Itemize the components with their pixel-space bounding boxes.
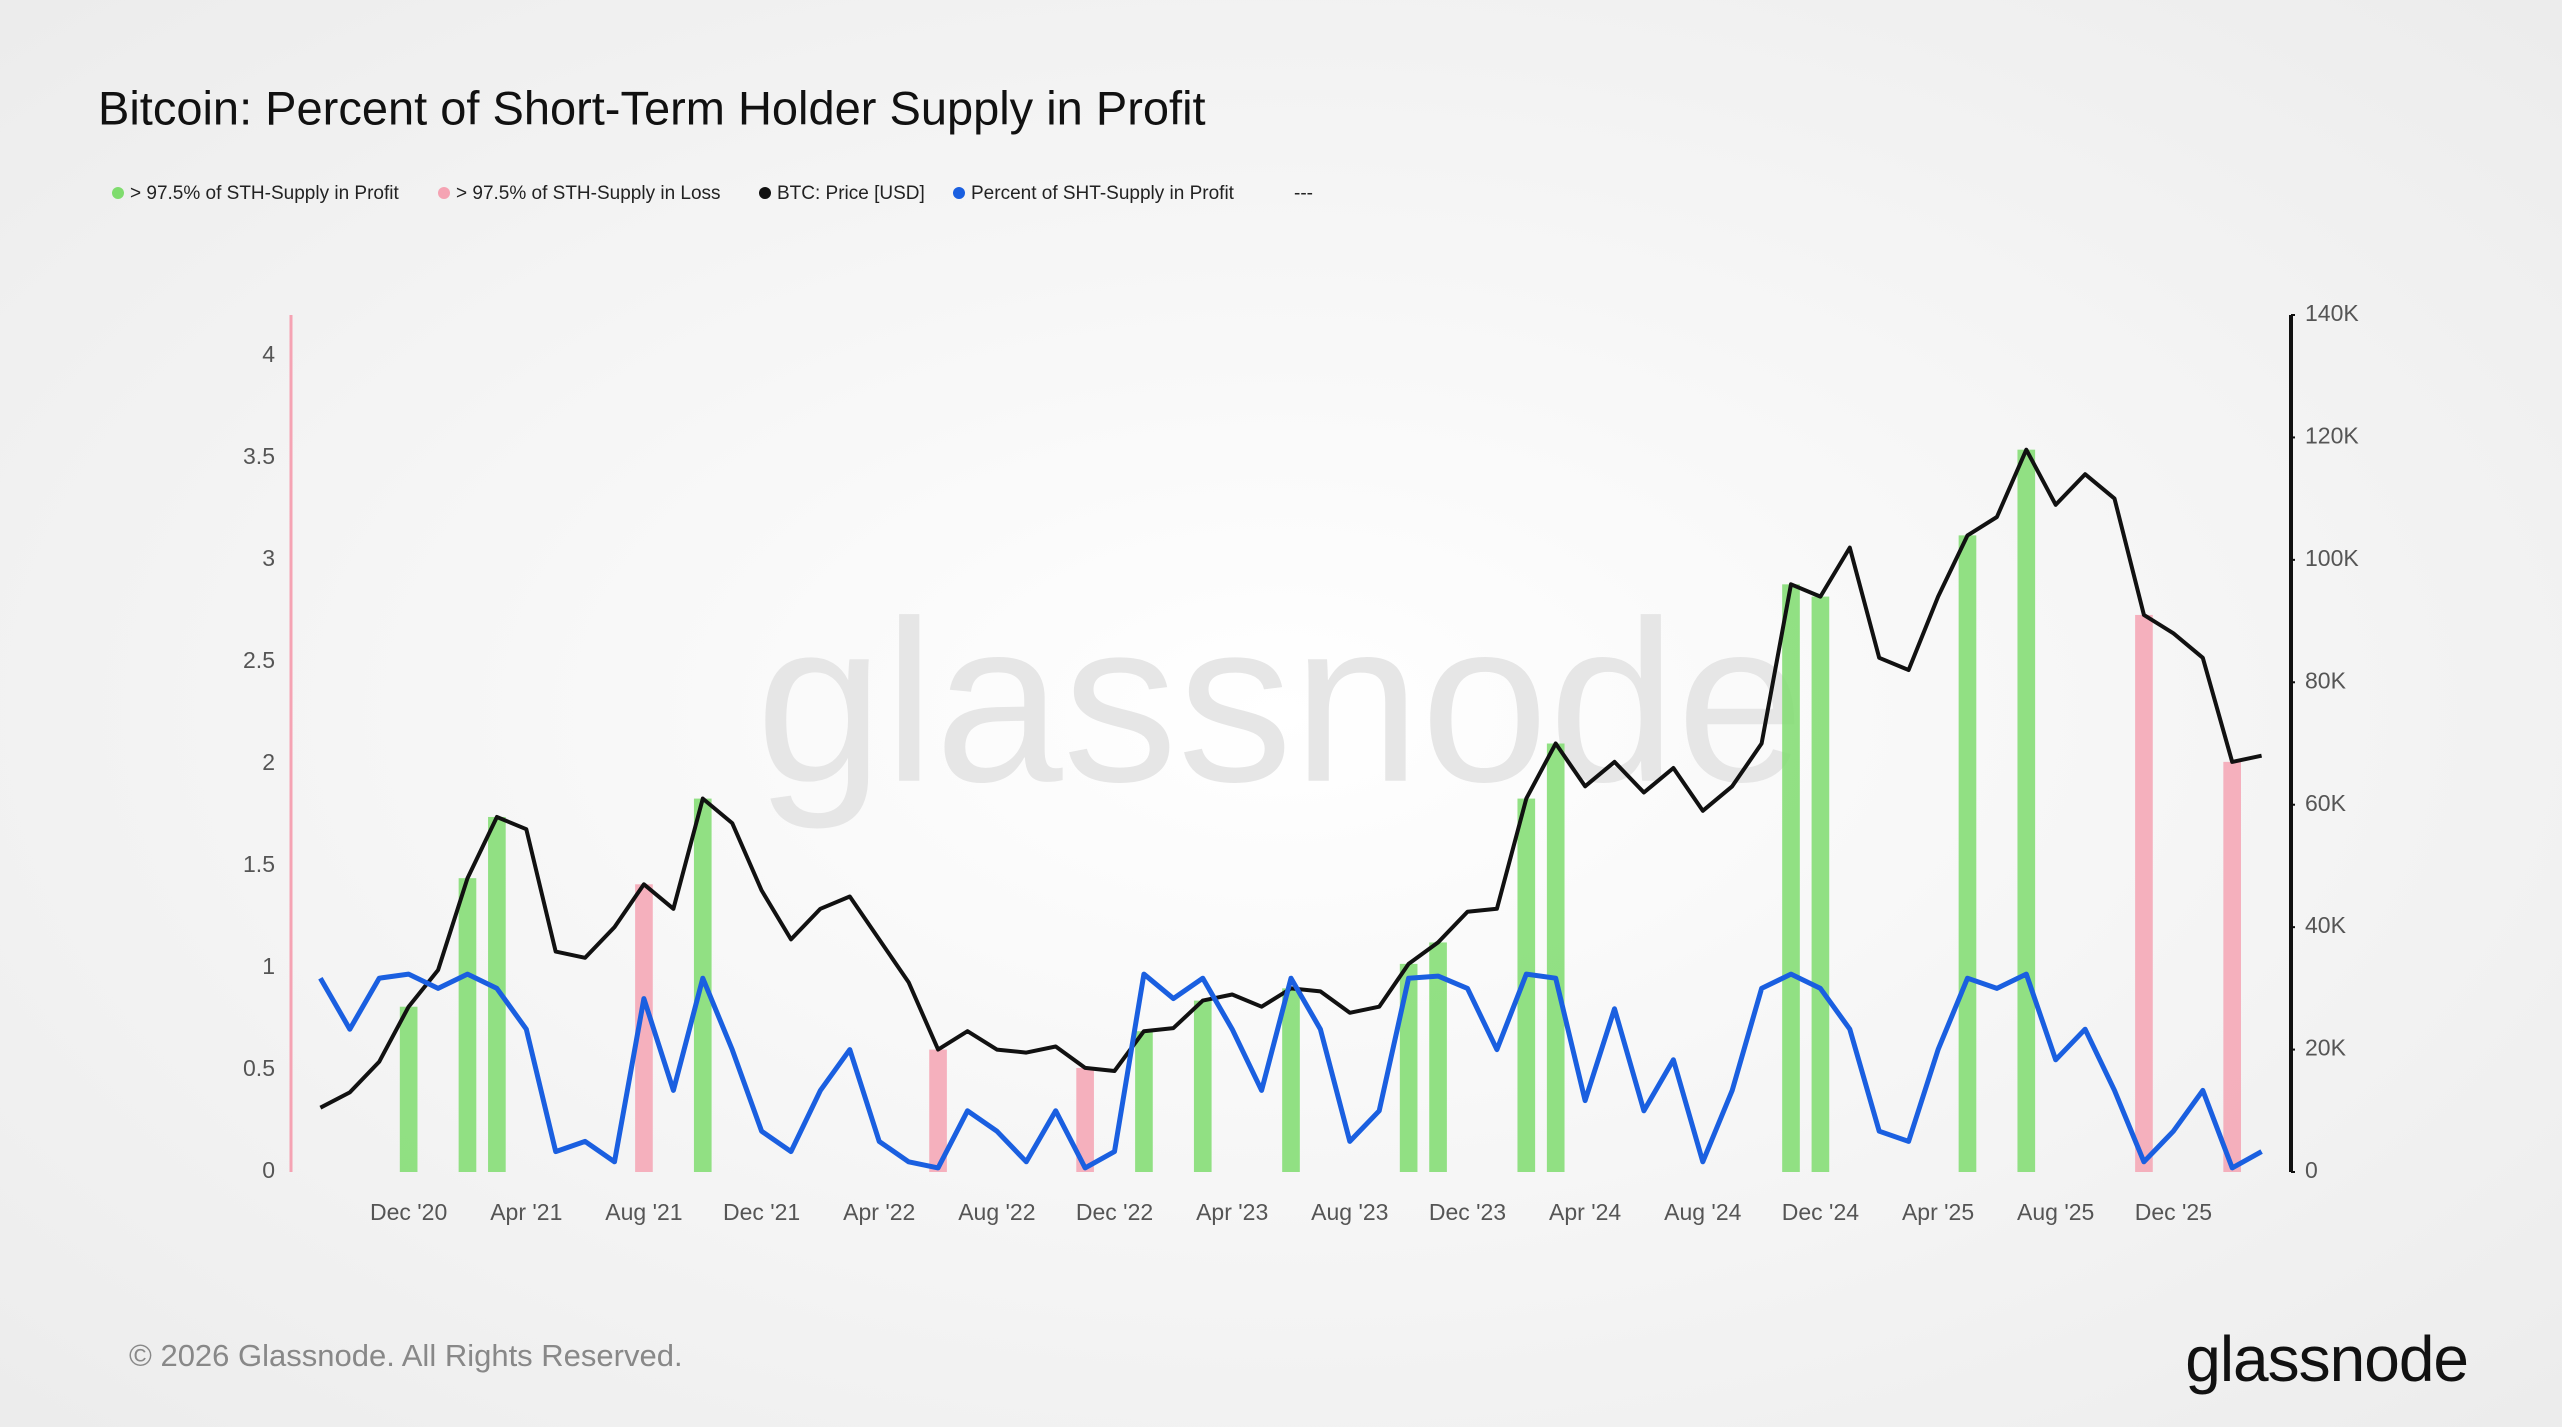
y2-tick-label: 20K	[2305, 1035, 2347, 1061]
x-tick-label: Aug '23	[1311, 1199, 1388, 1225]
legend-marker	[112, 187, 124, 199]
signal-bar	[1782, 584, 1800, 1172]
watermark: glassnode	[756, 573, 1805, 830]
signal-bar	[2135, 614, 2153, 1172]
x-tick-label: Apr '25	[1902, 1199, 1974, 1225]
series-line	[319, 447, 2263, 1110]
x-tick-label: Apr '22	[843, 1199, 915, 1225]
signal-bar	[1076, 1067, 1094, 1172]
footer: © 2026 Glassnode. All Rights Reserved.	[129, 1338, 683, 1373]
x-tick-label: Aug '24	[1664, 1199, 1741, 1225]
signal-bar	[1811, 596, 1830, 1172]
series-line	[318, 971, 2263, 1171]
y-tick-label: 3	[262, 545, 275, 571]
x-tick-label: Aug '21	[605, 1199, 682, 1225]
x-tick-label: Aug '25	[2017, 1199, 2094, 1225]
y-tick-label: 0.5	[243, 1055, 275, 1081]
y-tick-label: 1	[262, 953, 275, 979]
x-tick-label: Apr '23	[1196, 1199, 1268, 1225]
y2-tick-label: 60K	[2305, 790, 2347, 816]
legend-label: BTC: Price [USD]	[777, 183, 925, 204]
signal-bar	[458, 878, 477, 1172]
signal-bar	[1517, 798, 1536, 1172]
y2-tick-label: 0	[2305, 1157, 2318, 1183]
y2-tick-label: 40K	[2305, 912, 2347, 938]
signal-bar	[1135, 1031, 1153, 1172]
y2-tick-label: 100K	[2305, 545, 2359, 571]
x-tick-label: Apr '24	[1549, 1199, 1621, 1225]
x-tick-label: Aug '22	[958, 1199, 1035, 1225]
y2-tick-label: 140K	[2305, 300, 2359, 326]
signal-bar	[2223, 761, 2241, 1172]
legend-marker	[438, 187, 450, 199]
y2-tick-label: 120K	[2305, 423, 2359, 449]
y-tick-label: 3.5	[243, 443, 275, 469]
x-tick-label: Dec '24	[1782, 1199, 1859, 1225]
x-tick-label: Dec '23	[1429, 1199, 1506, 1225]
legend-label: Percent of SHT-Supply in Profit	[971, 183, 1235, 204]
y-tick-label: 2.5	[243, 647, 275, 673]
x-tick-label: Apr '21	[490, 1199, 562, 1225]
signal-bar	[1399, 963, 1418, 1172]
legend-marker	[759, 187, 771, 199]
signal-bar	[1429, 942, 1447, 1172]
legend-marker	[953, 187, 965, 199]
signal-bar	[399, 1006, 418, 1172]
y-tick-label: 1.5	[243, 851, 275, 877]
signal-bar	[488, 816, 506, 1172]
y-tick-label: 0	[262, 1157, 275, 1183]
y-tick-label: 2	[262, 749, 275, 775]
x-tick-label: Dec '20	[370, 1199, 447, 1225]
signal-bar	[1546, 743, 1565, 1172]
x-tick-label: Dec '22	[1076, 1199, 1153, 1225]
chart-title: Bitcoin: Percent of Short-Term Holder Su…	[98, 81, 1206, 134]
signal-bar	[635, 884, 653, 1172]
signal-bar	[1282, 988, 1300, 1172]
logo: glassnode	[2185, 1323, 2468, 1395]
legend-label: > 97.5% of STH-Supply in Profit	[130, 183, 399, 204]
x-tick-label: Dec '21	[723, 1199, 800, 1225]
signal-bar	[929, 1049, 947, 1172]
legend-label: > 97.5% of STH-Supply in Loss	[456, 183, 721, 204]
x-tick-label: Dec '25	[2135, 1199, 2212, 1225]
signal-bar	[1958, 535, 1977, 1172]
y2-tick-label: 80K	[2305, 667, 2347, 693]
y-tick-label: 4	[262, 341, 275, 367]
signal-bar	[1193, 1000, 1212, 1172]
legend-note: ---	[1294, 183, 1313, 204]
signal-bar	[2017, 449, 2036, 1173]
